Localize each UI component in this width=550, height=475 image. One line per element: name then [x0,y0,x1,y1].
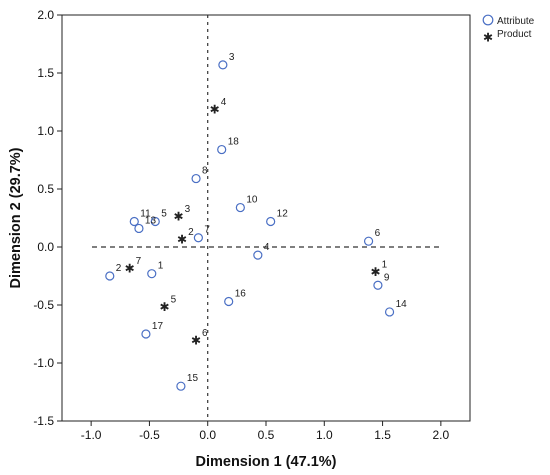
attribute-point [235,202,245,213]
y-tick-label: 1.5 [37,66,54,80]
y-tick-label: -1.5 [33,414,54,428]
y-tick-label: -1.0 [33,356,54,370]
y-tick-label: 0.5 [37,182,54,196]
product-point-label: 6 [202,328,208,339]
y-tick-label: -0.5 [33,298,54,312]
attribute-point-label: 16 [235,289,247,300]
attribute-point-label: 14 [396,299,408,310]
attribute-point [217,144,227,155]
attribute-point-label: 18 [228,137,240,148]
attribute-point-label: 6 [375,228,381,239]
attribute-point [129,216,139,227]
axis-ticks: -1.0 -0.5 0.0 0.5 1.0 1.5 2.0 2.0 1.5 1.0 0.5 0.0 -0… [33,8,449,442]
attribute-point [218,60,228,70]
x-tick-label: 0.5 [258,428,275,442]
y-tick-label: 0.0 [37,240,54,254]
product-point-label: 1 [382,260,388,271]
attribute-point [384,307,395,317]
legend-attribute-marker [482,14,494,26]
attribute-point-label: 11 [140,208,151,219]
y-axis-title: Dimension 2 (29.7%) [8,147,24,288]
attribute-point [134,223,144,234]
attribute-point [253,250,263,260]
product-point: ✱ [371,265,381,279]
attribute-point [191,173,201,184]
attribute-point-label: 13 [145,215,157,226]
x-tick-label: -0.5 [139,428,160,442]
attribute-point-label: 4 [264,242,270,253]
product-point-label: 3 [185,204,191,215]
product-point: ✱ [177,233,187,247]
product-point: ✱ [210,103,220,117]
attribute-point-label: 3 [229,52,235,63]
x-tick-label: -1.0 [81,428,102,442]
legend-product-label: Product [497,29,532,40]
attribute-point [105,271,115,281]
x-tick-label: 1.0 [316,428,333,442]
attribute-point-label: 10 [246,195,258,206]
product-point: ✱ [191,333,201,347]
attribute-point [266,216,276,227]
attribute-point-label: 15 [187,373,199,384]
plot-frame [61,14,471,422]
attribute-point-label: 12 [277,208,289,219]
attribute-point [141,329,151,339]
attribute-point [147,269,157,279]
attribute-point-label: 2 [116,263,122,274]
product-point-label: 4 [221,97,227,108]
product-point: ✱ [160,300,170,314]
x-tick-label: 0.0 [199,428,216,442]
product-point: ✱ [125,262,135,276]
x-tick-label: 2.0 [433,428,450,442]
reference-lines [92,15,442,421]
product-point-label: 7 [136,256,142,267]
y-tick-label: 1.0 [37,124,54,138]
product-point: ✱ [174,209,184,223]
product-point-label: 2 [188,227,194,238]
y-tick-label: 2.0 [37,8,54,22]
legend: Attribute ✱ Product [482,14,535,45]
attribute-point [150,216,160,227]
attribute-point [193,233,203,243]
attribute-point [373,280,383,290]
x-tick-label: 1.5 [374,428,391,442]
attribute-point [363,236,374,246]
x-axis-title: Dimension 1 (47.1%) [195,454,336,470]
legend-product-marker: ✱ [483,31,493,45]
legend-attribute-label: Attribute [497,16,535,27]
attribute-point-label: 5 [161,208,167,219]
attribute-point-label: 17 [152,321,164,332]
attribute-point-label: 9 [384,272,390,283]
attribute-point-label: 7 [204,225,210,236]
product-point-label: 5 [171,294,177,305]
attribute-point [176,381,186,391]
attribute-point-label: 8 [202,166,208,177]
attribute-point-label: 1 [158,261,164,272]
attribute-point [224,296,234,307]
